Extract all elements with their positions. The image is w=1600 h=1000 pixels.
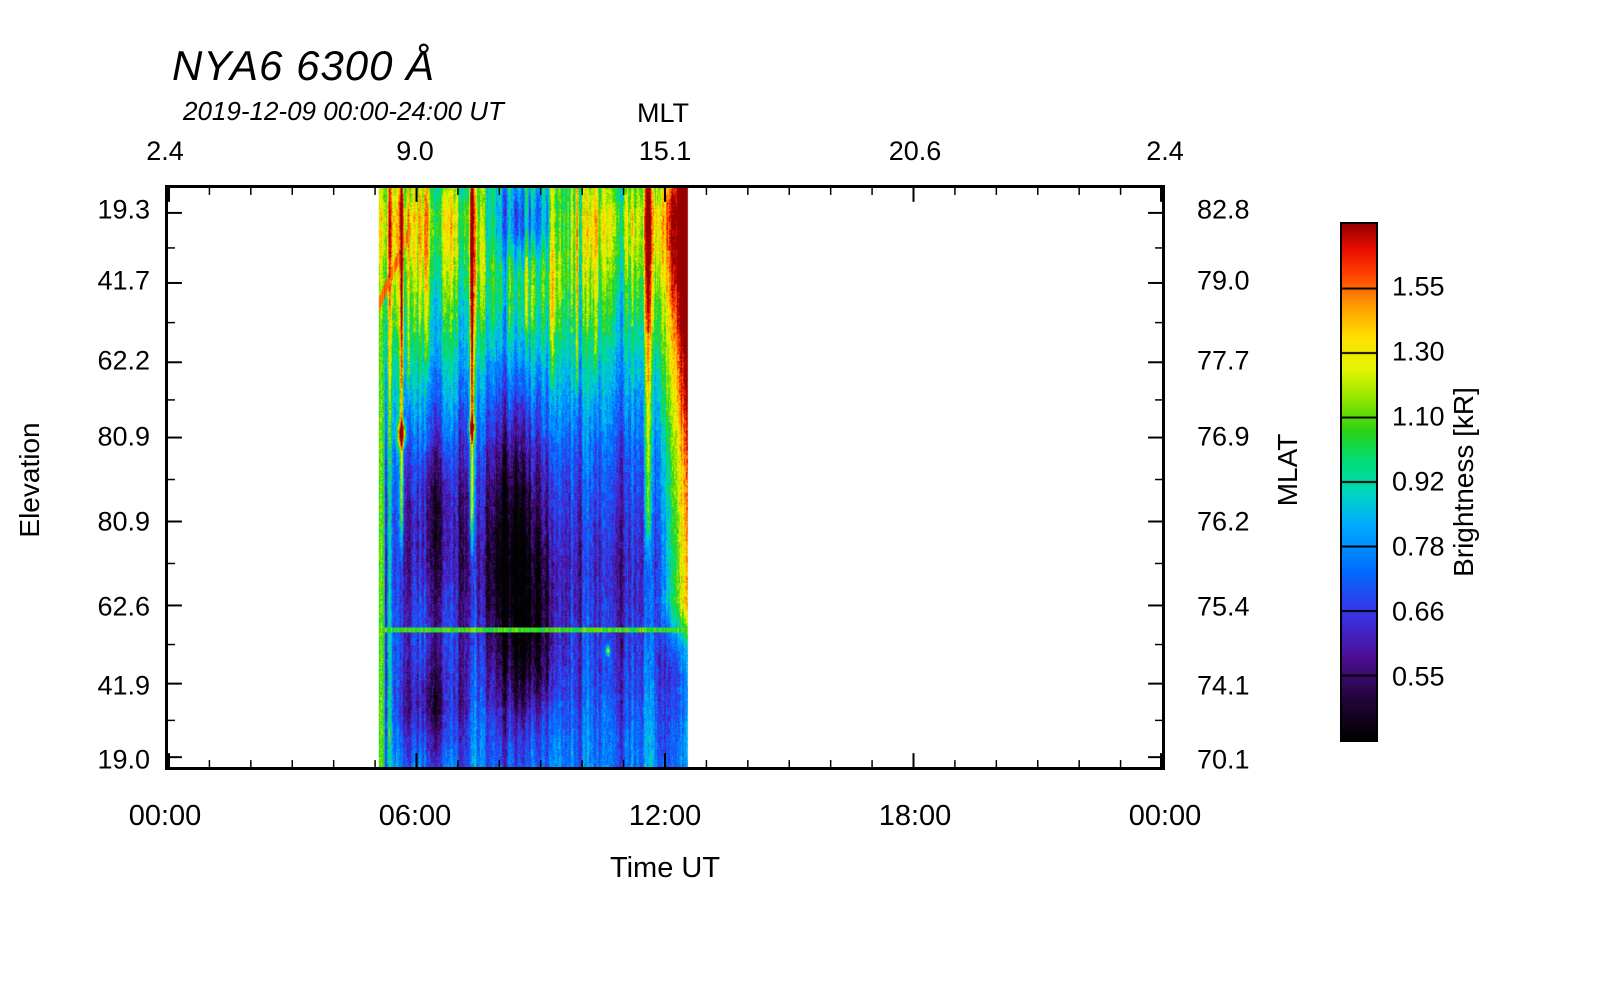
plot-title: NYA6 6300 Å — [172, 42, 436, 89]
right-tick-label: 76.9 — [1197, 421, 1250, 452]
left-tick-label: 41.7 — [97, 265, 150, 296]
right-tick-label: 82.8 — [1197, 194, 1250, 225]
bottom-tick-label: 18:00 — [878, 800, 952, 832]
colorbar-ticks: 1.55 1.30 1.10 0.92 0.78 0.66 0.55 — [1392, 222, 1492, 742]
left-tick-label: 80.9 — [97, 421, 150, 452]
bottom-axis-title: Time UT — [609, 852, 721, 884]
plot-subtitle: 2019-12-09 00:00-24:00 UT — [183, 96, 504, 126]
left-tick-label: 19.0 — [97, 744, 150, 775]
colorbar-gradient — [1342, 224, 1376, 740]
right-axis-title: MLAT — [1272, 433, 1303, 507]
colorbar-title: Brightness [kR] — [1448, 387, 1479, 577]
bottom-tick-label: 12:00 — [628, 800, 702, 832]
axis-tick-marks — [168, 188, 1162, 767]
bottom-tick-label: 00:00 — [1128, 800, 1202, 832]
plot-frame — [165, 185, 1165, 770]
bottom-tick-label: 06:00 — [378, 800, 452, 832]
colorbar-tick-label: 0.92 — [1392, 466, 1445, 497]
left-tick-label: 62.2 — [97, 345, 150, 376]
colorbar-tick-label: 1.55 — [1392, 271, 1445, 302]
keogram-heatmap — [168, 188, 1162, 767]
bottom-tick-label: 00:00 — [128, 800, 202, 832]
right-tick-label: 76.2 — [1197, 506, 1250, 537]
top-tick-label: 2.4 — [146, 136, 184, 166]
top-tick-label: 2.4 — [1146, 136, 1184, 166]
top-tick-label: 15.1 — [638, 136, 692, 166]
top-axis-title: MLT — [637, 98, 689, 128]
left-tick-label: 62.6 — [97, 591, 150, 622]
colorbar-tick-label: 0.66 — [1392, 596, 1445, 627]
left-axis-title: Elevation — [14, 422, 45, 538]
right-tick-label: 74.1 — [1197, 670, 1250, 701]
left-axis-ticks: 19.3 41.7 62.2 80.9 80.9 62.6 41.9 19.0 — [0, 185, 152, 775]
right-tick-label: 79.0 — [1197, 265, 1250, 296]
right-tick-label: 70.1 — [1197, 744, 1250, 775]
colorbar — [1340, 222, 1378, 742]
right-tick-label: 77.7 — [1197, 345, 1250, 376]
colorbar-tick-label: 0.55 — [1392, 661, 1445, 692]
top-tick-label: 9.0 — [396, 136, 434, 166]
left-tick-label: 19.3 — [97, 194, 150, 225]
top-axis-ticks: 2.4 9.0 15.1 20.6 2.4 — [146, 136, 1184, 168]
colorbar-tick-label: 0.78 — [1392, 531, 1445, 562]
right-tick-label: 75.4 — [1197, 591, 1250, 622]
bottom-axis-ticks: 00:00 06:00 12:00 18:00 00:00 — [129, 800, 1202, 832]
colorbar-tick-label: 1.10 — [1392, 401, 1445, 432]
top-tick-label: 20.6 — [888, 136, 942, 166]
colorbar-tick-label: 1.30 — [1392, 336, 1445, 367]
right-axis-ticks: 82.8 79.0 77.7 76.9 76.2 75.4 74.1 70.1 — [1197, 185, 1327, 775]
left-tick-label: 80.9 — [97, 506, 150, 537]
left-tick-label: 41.9 — [97, 670, 150, 701]
